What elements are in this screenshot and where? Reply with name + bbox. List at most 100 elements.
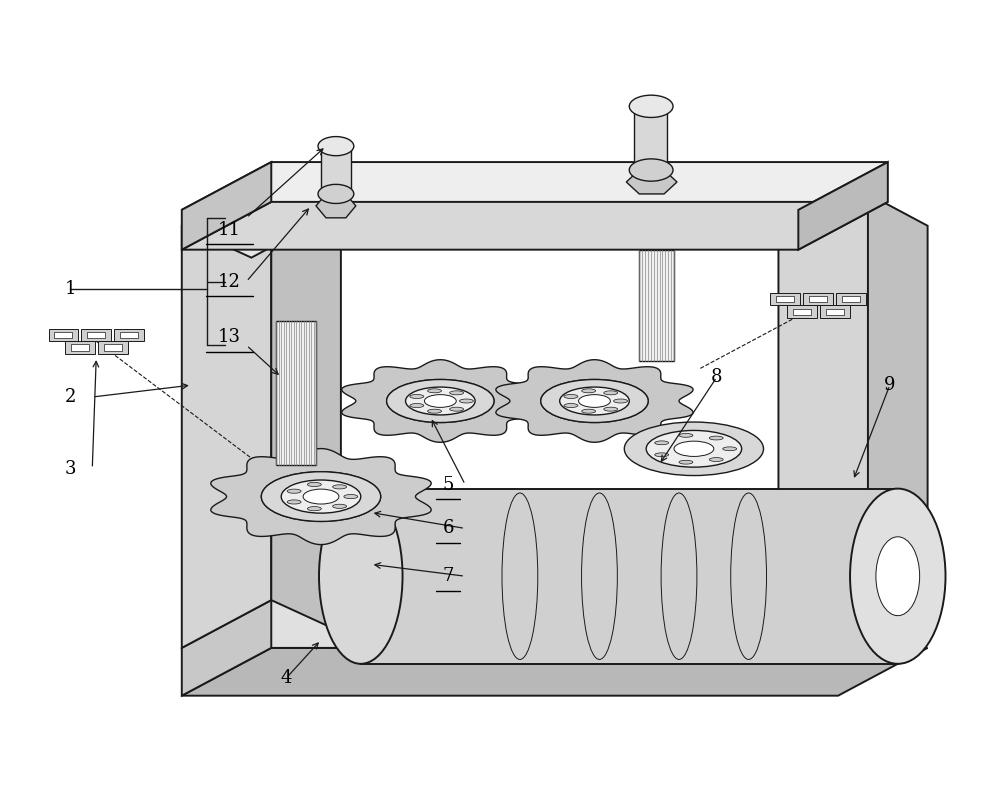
Ellipse shape xyxy=(318,136,354,156)
Text: 5: 5 xyxy=(443,476,454,493)
Polygon shape xyxy=(842,296,860,302)
Ellipse shape xyxy=(541,379,648,423)
Polygon shape xyxy=(182,648,928,695)
Ellipse shape xyxy=(450,391,464,395)
Polygon shape xyxy=(114,329,144,342)
Polygon shape xyxy=(787,306,817,318)
Ellipse shape xyxy=(410,395,424,399)
Polygon shape xyxy=(104,344,122,350)
Polygon shape xyxy=(868,194,928,600)
Ellipse shape xyxy=(333,484,347,489)
Polygon shape xyxy=(361,488,898,664)
Ellipse shape xyxy=(428,409,441,413)
Polygon shape xyxy=(87,332,105,338)
Ellipse shape xyxy=(614,399,628,403)
Ellipse shape xyxy=(604,391,618,395)
Polygon shape xyxy=(211,448,431,545)
Polygon shape xyxy=(776,296,794,302)
Polygon shape xyxy=(65,342,95,354)
Text: 12: 12 xyxy=(218,273,241,290)
Polygon shape xyxy=(342,360,539,442)
Ellipse shape xyxy=(293,485,349,508)
Polygon shape xyxy=(98,342,128,354)
Text: 8: 8 xyxy=(711,368,723,386)
Ellipse shape xyxy=(344,495,358,499)
Polygon shape xyxy=(634,107,667,170)
Ellipse shape xyxy=(629,95,673,117)
Polygon shape xyxy=(321,146,351,194)
Ellipse shape xyxy=(319,488,403,664)
Ellipse shape xyxy=(541,379,648,423)
Polygon shape xyxy=(182,202,888,249)
Polygon shape xyxy=(798,162,888,249)
Ellipse shape xyxy=(646,431,742,467)
Polygon shape xyxy=(826,309,844,315)
Ellipse shape xyxy=(604,407,618,411)
Text: 11: 11 xyxy=(218,221,241,239)
Polygon shape xyxy=(182,600,928,648)
Ellipse shape xyxy=(582,409,596,413)
Ellipse shape xyxy=(679,460,693,464)
Polygon shape xyxy=(496,360,693,442)
Polygon shape xyxy=(793,309,811,315)
Polygon shape xyxy=(778,194,868,616)
Ellipse shape xyxy=(674,441,714,456)
Text: 6: 6 xyxy=(443,520,454,537)
Ellipse shape xyxy=(387,379,494,423)
Polygon shape xyxy=(182,600,271,695)
Text: 1: 1 xyxy=(65,281,76,298)
Polygon shape xyxy=(626,170,677,194)
Ellipse shape xyxy=(709,436,723,440)
Ellipse shape xyxy=(261,472,381,521)
Polygon shape xyxy=(803,293,833,306)
Ellipse shape xyxy=(876,537,920,616)
Ellipse shape xyxy=(709,458,723,461)
Ellipse shape xyxy=(287,500,301,504)
Polygon shape xyxy=(639,249,674,361)
Text: 4: 4 xyxy=(281,669,292,687)
Ellipse shape xyxy=(564,395,578,399)
Ellipse shape xyxy=(564,403,578,407)
Polygon shape xyxy=(809,296,827,302)
Polygon shape xyxy=(81,329,111,342)
Ellipse shape xyxy=(424,395,456,407)
Polygon shape xyxy=(271,178,341,632)
Ellipse shape xyxy=(415,391,465,411)
Polygon shape xyxy=(820,306,850,318)
Ellipse shape xyxy=(723,447,737,451)
Ellipse shape xyxy=(850,488,946,664)
Ellipse shape xyxy=(570,391,619,411)
Ellipse shape xyxy=(428,389,441,393)
Polygon shape xyxy=(54,332,72,338)
Polygon shape xyxy=(182,178,341,257)
Ellipse shape xyxy=(281,480,361,513)
Ellipse shape xyxy=(318,184,354,204)
Polygon shape xyxy=(71,344,89,350)
Polygon shape xyxy=(120,332,138,338)
Ellipse shape xyxy=(307,507,321,511)
Ellipse shape xyxy=(410,403,424,407)
Ellipse shape xyxy=(387,379,494,423)
Ellipse shape xyxy=(459,399,473,403)
Polygon shape xyxy=(316,194,356,218)
Polygon shape xyxy=(770,293,800,306)
Text: 9: 9 xyxy=(884,376,896,394)
Polygon shape xyxy=(836,293,866,306)
Ellipse shape xyxy=(624,422,764,476)
Text: 7: 7 xyxy=(443,567,454,585)
Text: 2: 2 xyxy=(65,388,76,406)
Ellipse shape xyxy=(303,489,339,504)
Ellipse shape xyxy=(287,489,301,493)
Text: 3: 3 xyxy=(65,460,76,478)
Polygon shape xyxy=(182,162,271,249)
Ellipse shape xyxy=(582,389,596,393)
Polygon shape xyxy=(49,329,78,342)
Ellipse shape xyxy=(655,441,669,445)
Ellipse shape xyxy=(261,472,381,521)
Ellipse shape xyxy=(679,433,693,437)
Ellipse shape xyxy=(450,407,464,411)
Ellipse shape xyxy=(406,387,475,415)
Ellipse shape xyxy=(655,453,669,456)
Ellipse shape xyxy=(333,504,347,508)
Polygon shape xyxy=(182,162,888,210)
